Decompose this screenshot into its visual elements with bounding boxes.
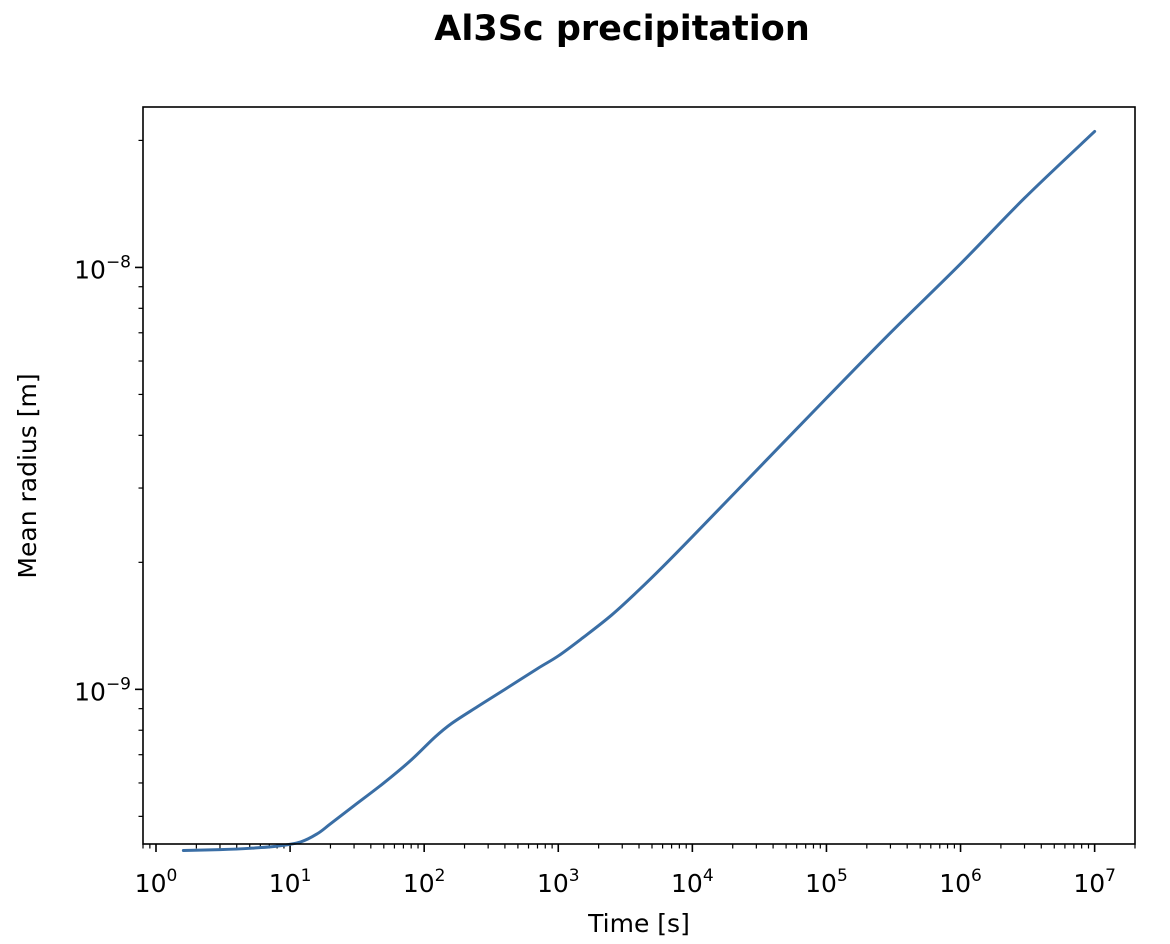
series-line [181,129,1097,853]
x-axis-ticks: 100 101 102 103 104 105 106 107 [135,844,1116,898]
x-tick-label: 104 [671,866,714,898]
y-tick-label: 10−8 [74,252,131,284]
x-tick-label: 100 [135,866,178,898]
y-axis-label: Mean radius [m] [13,373,42,578]
x-tick-label: 101 [269,866,312,898]
plot-area-frame [142,106,1136,845]
x-tick-label: 102 [403,866,446,898]
y-tick-label: 10−9 [74,674,131,706]
chart-title: Al3Sc precipitation [434,9,809,49]
x-tick-label: 107 [1073,866,1116,898]
x-axis-label: Time [s] [587,909,690,938]
x-tick-label: 106 [939,866,982,898]
x-tick-label: 105 [805,866,848,898]
y-axis-ticks: 10−9 10−8 [74,252,143,706]
x-tick-label: 103 [537,866,580,898]
